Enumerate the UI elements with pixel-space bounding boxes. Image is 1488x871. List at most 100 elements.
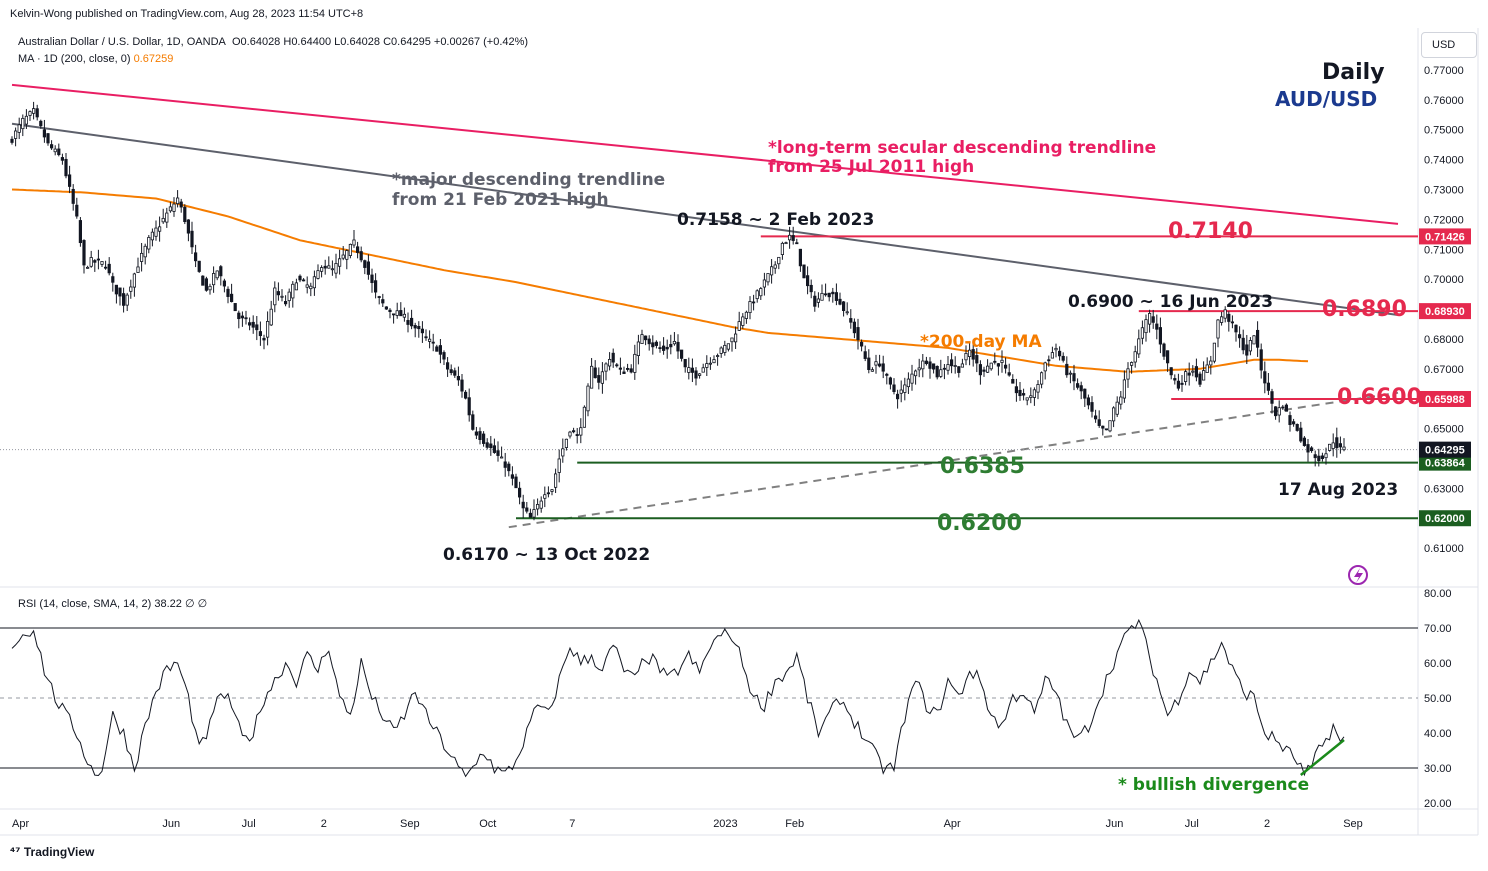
chart-annotation: from 25 Jul 2011 high [768, 157, 974, 177]
candle-body [13, 130, 18, 139]
candle-body [795, 242, 799, 245]
candle-body [1274, 406, 1278, 417]
candle-body [1281, 406, 1285, 409]
candle-body [856, 327, 860, 340]
candle-body [910, 373, 914, 384]
y-tick-label: 0.63000 [1424, 483, 1464, 495]
tradingview-logo[interactable]: ⁴⁷ TradingView [10, 845, 94, 859]
candle-body [1094, 415, 1098, 420]
candle-body [193, 252, 198, 262]
candle-body [654, 341, 659, 346]
candle-body [1101, 425, 1105, 429]
tv-logo-icon: ⁴⁷ [10, 845, 21, 859]
candle-body [932, 363, 936, 370]
candle-body [122, 293, 126, 306]
candle-body [1306, 444, 1310, 453]
trendline[interactable] [11, 122, 1399, 316]
candle-body [1130, 362, 1134, 366]
candle-body [391, 313, 396, 316]
candle-body [474, 431, 479, 436]
candle-body [1313, 454, 1317, 459]
candle-body [168, 206, 172, 212]
candle-body [896, 393, 900, 400]
candle-body [388, 309, 392, 313]
candle-body [1292, 421, 1296, 425]
candle-body [406, 320, 410, 325]
candle-body [766, 273, 770, 283]
candle-body [1036, 384, 1040, 393]
candle-body [1126, 368, 1130, 380]
candle-body [568, 431, 572, 437]
candle-body [345, 250, 349, 260]
candle-body [1000, 359, 1004, 363]
candle-body [21, 117, 25, 130]
candle-body [888, 377, 893, 385]
candle-body [1331, 442, 1335, 449]
ma-legend-value: 0.67259 [133, 53, 174, 65]
candle-body [287, 291, 291, 302]
currency-button[interactable]: USD [1421, 32, 1477, 58]
candle-body [348, 243, 353, 256]
candle-body [1176, 380, 1180, 389]
candle-body [96, 258, 100, 261]
candle-body [481, 433, 486, 444]
candle-body [1238, 334, 1242, 339]
candle-body [924, 360, 929, 364]
candle-body [1047, 359, 1051, 362]
y-tick-label: 0.75000 [1424, 125, 1464, 137]
bullish-divergence-line[interactable] [1300, 739, 1345, 776]
ma-legend[interactable]: MA · 1D (200, close, 0) 0.67259 [18, 53, 173, 65]
candle-body [114, 284, 118, 295]
candle-body [183, 206, 187, 222]
candle-body [373, 280, 378, 293]
y-tick-label: 0.76000 [1424, 95, 1464, 107]
candle-body [1342, 446, 1346, 451]
candle-body [258, 331, 263, 337]
price-tag [1419, 303, 1471, 320]
candle-body [229, 293, 234, 303]
chart-annotation: *major descending trendline [392, 170, 665, 190]
bolt-icon [1354, 568, 1363, 583]
y-tick-label: 0.67000 [1424, 364, 1464, 376]
trendline[interactable] [11, 83, 1399, 225]
candle-body [449, 369, 453, 374]
candle-body [499, 456, 504, 459]
ma-200-line[interactable] [11, 188, 1309, 373]
candle-body [708, 362, 713, 365]
candle-body [1065, 363, 1069, 376]
indicator-bolt-icon[interactable] [1348, 565, 1368, 585]
x-tick-label: Sep [400, 818, 420, 830]
rsi-tick-label: 40.00 [1424, 728, 1452, 740]
chart-annotation: 0.6900 ~ 16 Jun 2023 [1068, 292, 1273, 312]
candle-body [780, 242, 785, 255]
candle-body [298, 275, 302, 281]
rsi-line[interactable] [11, 618, 1345, 778]
candle-body [1245, 344, 1249, 356]
candle-body [1083, 388, 1087, 399]
y-tick-label: 0.72000 [1424, 214, 1464, 226]
candle-body [35, 108, 39, 118]
price-tag [1419, 454, 1471, 471]
candle-body [355, 246, 360, 253]
candle-body [1119, 396, 1123, 405]
candle-body [32, 108, 36, 114]
rsi-legend[interactable]: RSI (14, close, SMA, 14, 2) 38.22 ∅ ∅ [18, 597, 207, 610]
candle-body [982, 369, 986, 372]
candle-body [842, 301, 846, 311]
candle-body [636, 341, 641, 356]
candle-body [244, 317, 248, 320]
candle-body [1050, 352, 1054, 359]
candle-body [211, 273, 216, 286]
candle-body [730, 337, 734, 343]
symbol-name[interactable]: Australian Dollar / U.S. Dollar, 1D, OAN… [18, 36, 226, 48]
candle-body [514, 476, 518, 489]
candle-body [809, 284, 813, 293]
x-tick-label: Jul [1185, 818, 1199, 830]
candle-body [341, 254, 345, 259]
candle-body [471, 414, 475, 430]
candle-body [1270, 391, 1274, 404]
candle-body [1223, 309, 1227, 319]
trendline[interactable] [508, 391, 1399, 529]
chart-annotation: AUD/USD [1275, 87, 1377, 111]
candle-body [644, 335, 648, 341]
